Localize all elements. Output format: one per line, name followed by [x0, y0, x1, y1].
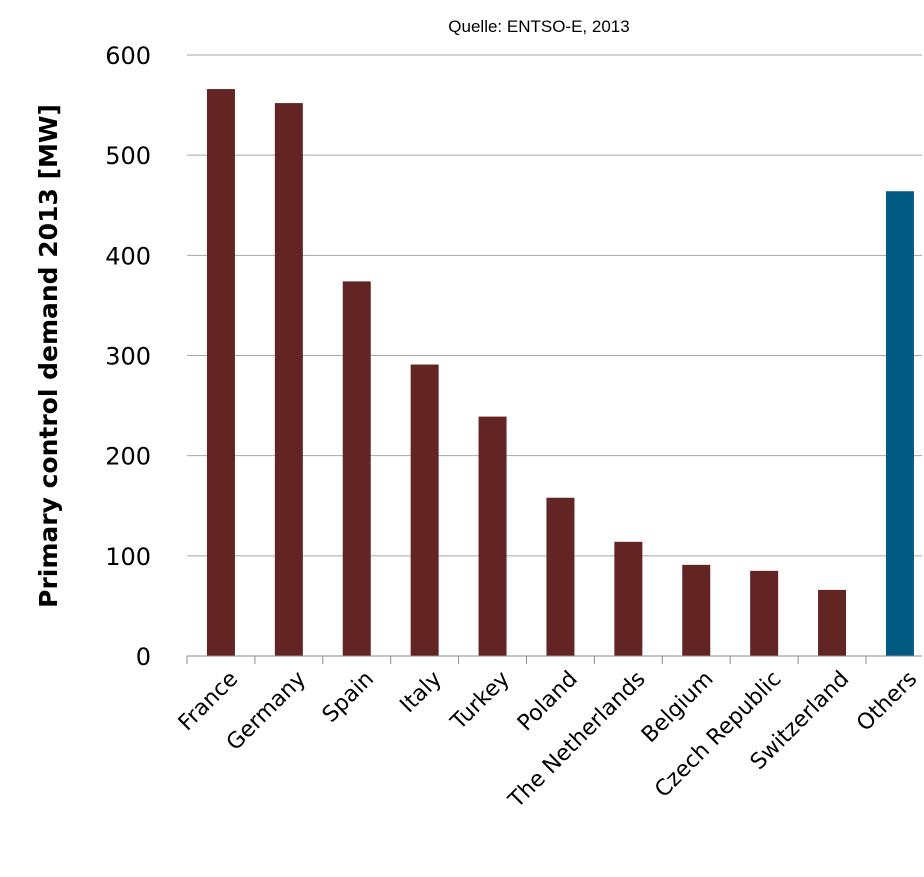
- bar: [614, 541, 643, 656]
- y-axis-label: Primary control demand 2013 [MW]: [34, 104, 63, 608]
- bar: [274, 103, 303, 656]
- bar: [885, 191, 914, 656]
- x-axis: [186, 655, 922, 664]
- x-tick-label: Czech Republic: [650, 667, 786, 803]
- bar: [342, 281, 371, 656]
- bar: [206, 89, 235, 657]
- x-tick-label: Italy: [395, 667, 446, 718]
- bars: [206, 89, 914, 657]
- x-tick-label: Poland: [513, 667, 583, 737]
- y-tick-label: 300: [105, 343, 151, 371]
- bar: [682, 564, 711, 656]
- bar: [750, 570, 779, 656]
- x-tick-label: France: [174, 667, 243, 736]
- x-tick-label: Spain: [318, 667, 379, 728]
- y-tick-label: 400: [105, 242, 151, 270]
- y-tick-label: 0: [136, 643, 151, 671]
- gridlines: [187, 54, 922, 557]
- y-tick-label: 600: [105, 42, 151, 70]
- chart-source: Quelle: ENTSO-E, 2013: [448, 17, 629, 36]
- bar: [546, 497, 575, 656]
- x-tick-label: Turkey: [446, 667, 515, 736]
- y-tick-label: 200: [105, 443, 151, 471]
- y-tick-labels: 0 100 200 300 400 500 600: [105, 42, 151, 671]
- y-tick-label: 500: [105, 142, 151, 170]
- y-tick-label: 100: [105, 543, 151, 571]
- x-tick-label: Others: [852, 667, 922, 737]
- bar: [410, 364, 439, 656]
- bar: [818, 589, 847, 656]
- bar: [478, 416, 507, 656]
